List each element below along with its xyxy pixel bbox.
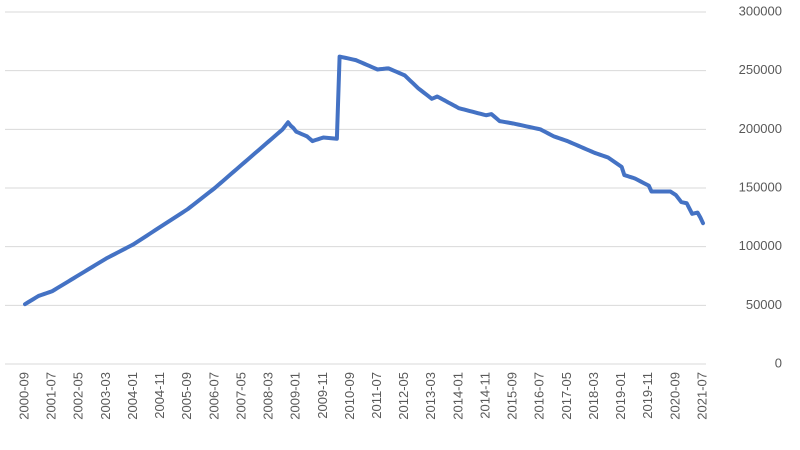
x-tick-label: 2012-05 xyxy=(396,372,411,420)
x-tick-label: 2019-11 xyxy=(640,372,655,419)
x-tick-label: 2018-03 xyxy=(586,372,601,420)
x-tick-label: 2008-03 xyxy=(261,372,276,420)
x-tick-label: 2016-07 xyxy=(532,372,547,420)
x-tick-label: 2019-01 xyxy=(613,372,628,420)
x-tick-label: 2004-01 xyxy=(125,372,140,420)
x-tick-label: 2009-11 xyxy=(315,372,330,419)
y-tick-label: 250000 xyxy=(739,62,782,77)
x-tick-label: 2002-05 xyxy=(71,372,86,420)
y-tick-label: 0 xyxy=(775,355,782,370)
x-tick-label: 2005-09 xyxy=(179,372,194,420)
x-tick-label: 2021-07 xyxy=(694,372,709,420)
x-tick-label: 2000-09 xyxy=(16,372,31,420)
x-tick-label: 2009-01 xyxy=(288,372,303,420)
x-tick-label: 2007-05 xyxy=(233,372,248,420)
x-tick-label: 2015-09 xyxy=(505,372,520,420)
y-tick-label: 150000 xyxy=(739,179,782,194)
x-tick-label: 2014-01 xyxy=(450,372,465,420)
x-tick-label: 2006-07 xyxy=(206,372,221,420)
y-tick-label: 200000 xyxy=(739,121,782,136)
data-line xyxy=(23,54,705,307)
x-tick-label: 2020-09 xyxy=(667,372,682,420)
y-tick-label: 300000 xyxy=(739,3,782,18)
x-tick-label: 2013-03 xyxy=(423,372,438,420)
x-tick-label: 2011-07 xyxy=(369,372,384,419)
x-tick-label: 2010-09 xyxy=(342,372,357,420)
y-tick-label: 100000 xyxy=(739,238,782,253)
x-tick-label: 2014-11 xyxy=(477,372,492,419)
x-tick-label: 2003-03 xyxy=(98,372,113,420)
x-tick-label: 2004-11 xyxy=(152,372,167,419)
x-tick-label: 2017-05 xyxy=(559,372,574,420)
y-tick-label: 50000 xyxy=(746,297,782,312)
x-tick-label: 2001-07 xyxy=(44,372,59,420)
